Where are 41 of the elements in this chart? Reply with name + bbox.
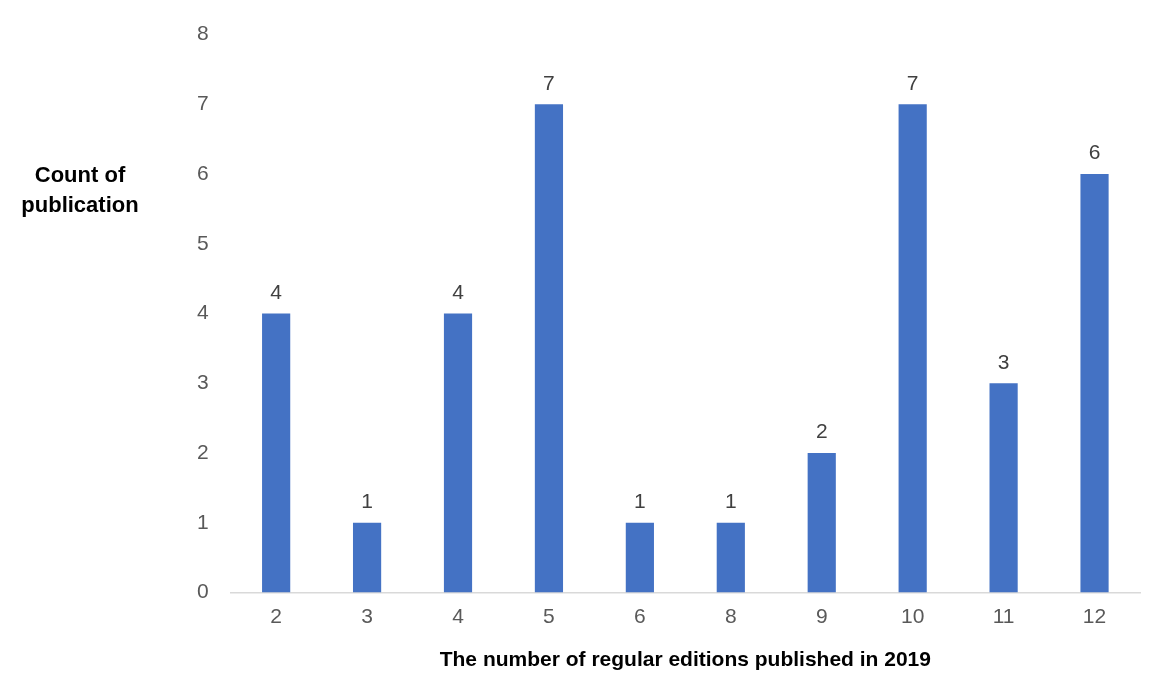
data-label: 7 xyxy=(543,70,555,94)
bar xyxy=(716,522,745,593)
y-tick-label: 4 xyxy=(196,300,209,324)
data-label: 2 xyxy=(815,419,828,443)
y-tick-label: 1 xyxy=(196,509,209,533)
y-tick-label: 2 xyxy=(196,439,209,463)
bar xyxy=(262,313,291,593)
bar xyxy=(352,522,382,593)
x-tick-label: 9 xyxy=(815,604,828,627)
x-tick-label: 2 xyxy=(270,604,282,627)
x-tick-label: 6 xyxy=(634,604,646,627)
data-label: 1 xyxy=(724,489,737,513)
data-label: 1 xyxy=(361,489,373,513)
y-tick-label: 0 xyxy=(196,579,209,603)
x-tick-label: 8 xyxy=(724,604,737,627)
bar xyxy=(989,383,1018,593)
data-label: 6 xyxy=(1088,140,1101,164)
bar xyxy=(534,104,564,593)
bar xyxy=(807,453,836,593)
x-tick-label: 3 xyxy=(361,604,373,627)
data-label: 1 xyxy=(634,489,646,513)
bar xyxy=(443,313,473,593)
y-tick-label: 8 xyxy=(196,21,209,45)
bar xyxy=(1080,174,1109,593)
data-label: 7 xyxy=(906,70,919,94)
x-tick-label: 4 xyxy=(452,604,465,627)
x-tick-label: 5 xyxy=(543,604,555,627)
y-tick-label: 3 xyxy=(196,370,209,394)
y-tick-label: 7 xyxy=(196,91,209,115)
data-label: 3 xyxy=(997,349,1010,373)
x-tick-label: 12 xyxy=(1082,604,1107,627)
x-tick-label: 10 xyxy=(900,604,925,627)
data-label: 4 xyxy=(452,279,465,303)
y-axis-title: Count of publication xyxy=(20,161,140,219)
bar xyxy=(898,104,927,593)
x-tick-label: 11 xyxy=(992,604,1015,627)
data-label: 4 xyxy=(270,279,283,303)
y-tick-label: 6 xyxy=(196,160,209,184)
bar xyxy=(625,522,654,593)
x-axis-title: The number of regular editions published in 2019 xyxy=(439,647,931,671)
y-tick-label: 5 xyxy=(196,230,209,254)
